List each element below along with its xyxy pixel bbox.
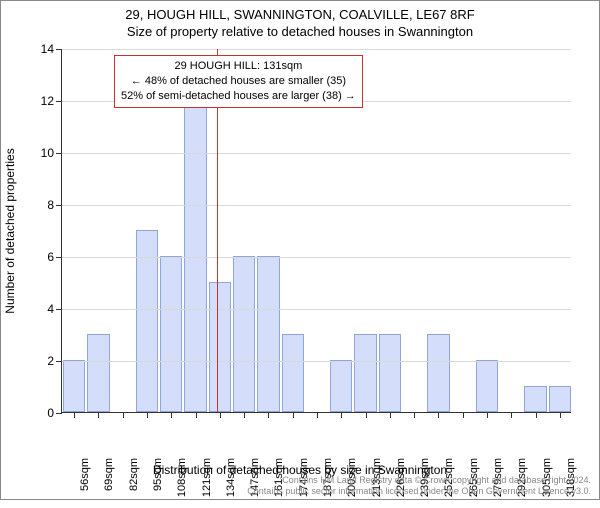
histogram-bar <box>427 334 449 412</box>
histogram-bar <box>209 282 231 412</box>
title-line-2: Size of property relative to detached ho… <box>1 24 599 41</box>
y-tick <box>56 309 62 310</box>
y-tick <box>56 153 62 154</box>
x-tick <box>317 412 318 418</box>
y-tick-label: 10 <box>28 146 54 160</box>
y-tick-label: 8 <box>28 198 54 212</box>
x-tick <box>268 412 269 418</box>
x-tick <box>463 412 464 418</box>
property-annotation-box: 29 HOUGH HILL: 131sqm← 48% of detached h… <box>114 55 363 108</box>
footer-line-1: Contains HM Land Registry data © Crown c… <box>247 475 591 486</box>
x-tick <box>171 412 172 418</box>
y-tick <box>56 257 62 258</box>
gridline <box>62 153 571 154</box>
histogram-bar <box>257 256 279 412</box>
histogram-bar <box>524 386 546 412</box>
y-tick <box>56 101 62 102</box>
gridline <box>62 257 571 258</box>
annotation-line: 52% of semi-detached houses are larger (… <box>121 89 356 104</box>
y-tick-label: 0 <box>28 406 54 420</box>
x-tick <box>536 412 537 418</box>
histogram-bar <box>282 334 304 412</box>
histogram-bar <box>160 256 182 412</box>
x-tick <box>560 412 561 418</box>
gridline <box>62 205 571 206</box>
figure-container: 29, HOUGH HILL, SWANNINGTON, COALVILLE, … <box>0 0 600 500</box>
histogram-bar <box>63 360 85 412</box>
y-axis-label: Number of detached properties <box>3 148 17 313</box>
histogram-bar <box>87 334 109 412</box>
gridline <box>62 361 571 362</box>
histogram-bar <box>354 334 376 412</box>
x-tick <box>220 412 221 418</box>
x-tick <box>390 412 391 418</box>
gridline <box>62 49 571 50</box>
x-tick <box>293 412 294 418</box>
histogram-bar <box>549 386 571 412</box>
x-tick <box>414 412 415 418</box>
histogram-bar <box>233 256 255 412</box>
histogram-bar <box>476 360 498 412</box>
x-tick <box>511 412 512 418</box>
footer-line-2: Contains public sector information licen… <box>247 486 591 497</box>
x-tick <box>74 412 75 418</box>
annotation-line: 29 HOUGH HILL: 131sqm <box>121 59 356 74</box>
y-tick-label: 14 <box>28 42 54 56</box>
chart-plot-area: 0246810121456sqm69sqm82sqm95sqm108sqm121… <box>61 49 571 413</box>
y-tick <box>56 413 62 414</box>
x-tick <box>487 412 488 418</box>
y-tick-label: 12 <box>28 94 54 108</box>
footer-attribution: Contains HM Land Registry data © Crown c… <box>247 475 591 497</box>
histogram-bar <box>379 334 401 412</box>
y-tick-label: 4 <box>28 302 54 316</box>
histogram-bar <box>184 100 206 412</box>
y-tick <box>56 49 62 50</box>
x-tick <box>438 412 439 418</box>
x-tick <box>366 412 367 418</box>
x-tick <box>98 412 99 418</box>
y-tick <box>56 361 62 362</box>
x-tick <box>244 412 245 418</box>
x-tick <box>341 412 342 418</box>
x-tick <box>196 412 197 418</box>
annotation-line: ← 48% of detached houses are smaller (35… <box>121 74 356 89</box>
histogram-bar <box>330 360 352 412</box>
y-tick <box>56 205 62 206</box>
title-block: 29, HOUGH HILL, SWANNINGTON, COALVILLE, … <box>1 1 599 41</box>
y-tick-label: 2 <box>28 354 54 368</box>
x-tick <box>123 412 124 418</box>
y-tick-label: 6 <box>28 250 54 264</box>
x-tick <box>147 412 148 418</box>
gridline <box>62 309 571 310</box>
title-line-1: 29, HOUGH HILL, SWANNINGTON, COALVILLE, … <box>1 7 599 24</box>
